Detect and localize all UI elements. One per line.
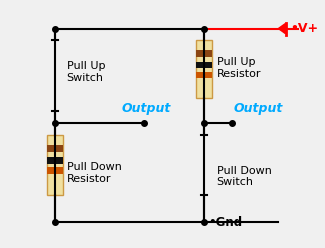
- Bar: [47, 145, 63, 152]
- Bar: [196, 40, 212, 98]
- Text: Output: Output: [122, 102, 171, 115]
- Text: Pull Down
Switch: Pull Down Switch: [217, 166, 272, 187]
- Text: Pull Up
Switch: Pull Up Switch: [67, 61, 105, 83]
- Bar: [47, 157, 63, 164]
- Text: •V+: •V+: [290, 22, 318, 35]
- Bar: [47, 167, 63, 174]
- Text: Pull Up
Resistor: Pull Up Resistor: [217, 57, 261, 79]
- Bar: [196, 50, 212, 57]
- Text: Output: Output: [234, 102, 283, 115]
- Text: •Gnd: •Gnd: [208, 216, 242, 229]
- Bar: [47, 135, 63, 195]
- Bar: [196, 72, 212, 78]
- Bar: [196, 62, 212, 68]
- Polygon shape: [278, 24, 285, 33]
- Text: Pull Down
Resistor: Pull Down Resistor: [67, 162, 122, 184]
